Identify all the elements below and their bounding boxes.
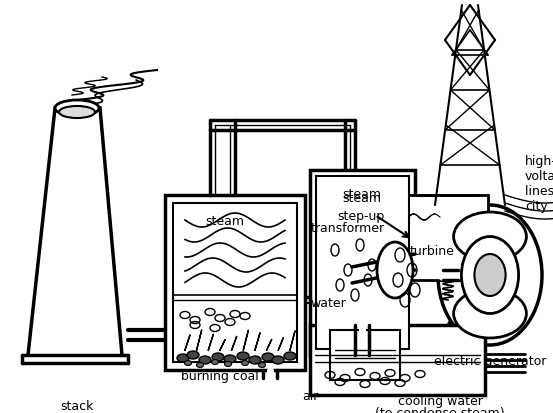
Bar [330,330,400,380]
Ellipse shape [461,237,519,313]
Ellipse shape [225,361,232,366]
Ellipse shape [272,356,284,364]
Text: air: air [302,390,318,403]
Ellipse shape [237,352,249,360]
Text: burning coal: burning coal [181,370,259,383]
Ellipse shape [474,254,505,296]
Ellipse shape [187,351,199,359]
Text: step-up: step-up [338,210,385,223]
Text: electric generator: electric generator [434,355,546,368]
Text: cooling water: cooling water [398,395,482,408]
Text: steam: steam [342,188,382,202]
Text: water: water [310,297,346,310]
Ellipse shape [196,363,204,368]
Ellipse shape [262,353,274,361]
Bar [408,195,488,280]
Text: high-
voltage
lines to
city: high- voltage lines to city [525,155,553,213]
Ellipse shape [199,356,211,364]
Ellipse shape [347,200,463,350]
Text: steam: steam [342,192,382,205]
Ellipse shape [242,361,248,366]
Text: turbine: turbine [410,245,455,258]
Ellipse shape [177,354,189,362]
Ellipse shape [453,212,526,261]
Ellipse shape [453,289,526,338]
Ellipse shape [211,359,218,365]
Ellipse shape [284,352,296,360]
Bar [165,195,305,370]
Ellipse shape [55,100,99,116]
Ellipse shape [212,353,224,361]
Bar [310,170,415,355]
Bar [173,203,297,362]
Text: steam: steam [206,215,244,228]
Ellipse shape [438,205,542,345]
Ellipse shape [185,361,191,366]
Text: transformer: transformer [311,222,385,235]
Ellipse shape [249,356,261,364]
Bar [316,176,409,349]
Bar [310,325,485,395]
Ellipse shape [59,106,95,118]
Ellipse shape [224,355,236,363]
Text: stack: stack [60,400,93,413]
Text: (to condense steam): (to condense steam) [375,407,505,413]
Ellipse shape [377,242,413,298]
Ellipse shape [258,363,265,368]
